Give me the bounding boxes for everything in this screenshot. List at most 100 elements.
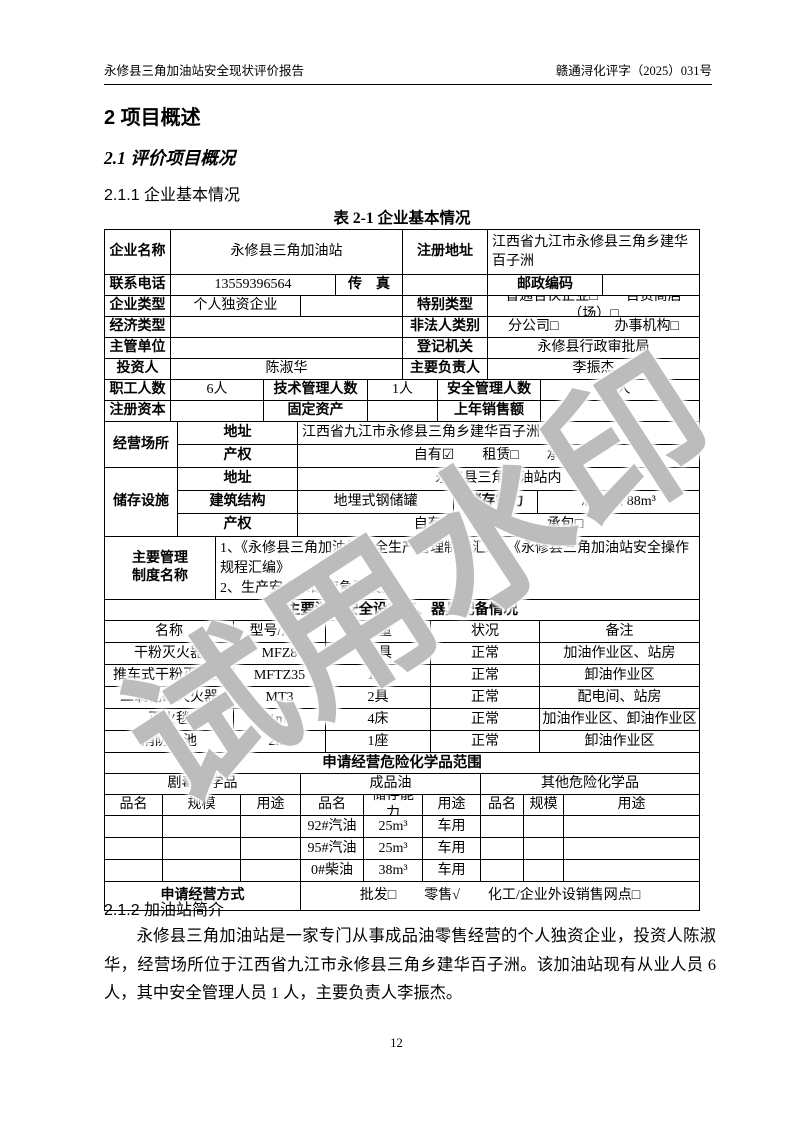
fire-model: MT3 [234,687,326,708]
fire-col-model: 型号/规格 [234,621,326,642]
fire-row: 消防沙池 2m³ 1座 正常 卸油作业区 [105,731,699,753]
value-supervisor-unit [171,338,403,358]
chem-cell [241,860,301,881]
chem-cell: 25m³ [364,838,423,859]
management-systems-row: 主要管理制度名称 1、《永修县三角加油站安全生产管理制度汇编》《永修县三角加油站… [105,537,699,600]
value-non-legal-person: 分公司□ 办事机构□ [508,319,679,334]
chem-cell: 92#汽油 [301,816,364,837]
fire-model: 2m³ [234,731,326,752]
label-building-structure: 建筑结构 [178,491,298,513]
table-row: 联系电话 13559396564 传 真 邮政编码 [105,275,699,296]
chem-cell [163,816,241,837]
chem-cell [564,816,699,837]
value-tech-managers: 1人 [368,380,438,400]
fire-section-title: 主要消防安全设施工、器具配备情况 [286,602,518,618]
table-row: 职工人数 6人 技术管理人数 1人 安全管理人数 1人 [105,380,699,401]
value-business-mode: 批发□ 零售√ 化工/企业外设销售网点□ [359,888,641,903]
running-header: 永修县三角加油站安全现状评价报告 赣通浔化评字（2025）031号 [104,60,712,85]
chem-row: 0#柴油 38m³ 车用 [105,860,699,882]
fire-model: MFTZ35 [234,665,326,686]
station-intro-paragraph: 永修县三角加油站是一家专门从事成品油零售经营的个人独资企业，投资人陈淑华，经营场… [104,926,716,1002]
fire-row: 灭火毯 1m² 4床 正常 加油作业区、卸油作业区 [105,709,699,731]
label-registered-address: 注册地址 [403,230,488,274]
fire-col-remark: 备注 [605,623,634,639]
label-fax: 传 真 [336,275,403,295]
value-premises-address: 江西省九江市永修县三角乡建华百子洲 [302,425,540,440]
label-enterprise-type: 企业类型 [105,296,171,316]
label-supervisor-unit: 主管单位 [105,338,171,358]
spacer-cell [301,296,403,316]
fire-col-name: 名称 [105,621,234,642]
table-row: 产权 自有☑ 租赁□ 承包□ [178,445,699,467]
label-tech-managers: 技术管理人数 [264,380,368,400]
chem-col: 规模 [163,795,241,815]
label-business-premises: 经营场所 [105,422,178,467]
management-system-line-2: 2、生产安全事故应急预案。 [220,581,395,596]
table-row: 企业名称 永修县三角加油站 注册地址 江西省九江市永修县三角乡建华百子洲 [105,230,699,275]
chem-cell: 车用 [423,838,481,859]
fire-name: 消防沙池 [105,731,234,752]
section-heading-2-1-1: 2.1.1 企业基本情况 [104,187,241,204]
value-economic-type [171,317,403,337]
chem-col: 用途 [241,795,301,815]
chem-group-refined-oil: 成品油 [301,774,481,794]
value-storage-capacity: 总容积 88m³ [581,494,656,509]
value-storage-ownership: 自有☑ 租赁□ 承包□ [413,517,584,532]
label-economic-type: 经济类型 [105,317,171,337]
value-storage-address: 永修县三角加油站内 [435,471,562,486]
table-row: 经济类型 非法人类别 分公司□ 办事机构□ [105,317,699,338]
table-title: 表 2-1 企业基本情况 [333,210,471,227]
fire-model: 1m² [234,709,326,730]
label-storage-address: 地址 [178,468,298,490]
fire-status: 正常 [431,643,540,664]
value-staff-count: 6人 [171,380,264,400]
enterprise-info-table: 企业名称 永修县三角加油站 注册地址 江西省九江市永修县三角乡建华百子洲 联系电… [104,229,700,911]
table-row: 产权 自有☑ 租赁□ 承包□ [178,514,699,536]
table-row: 地址 江西省九江市永修县三角乡建华百子洲 [178,422,699,445]
fire-name: 干粉灭火器 [105,643,234,664]
label-business-mode: 申请经营方式 [105,882,301,910]
chem-section-title: 申请经营危险化学品范围 [322,755,482,771]
fire-row: 干粉灭火器 MFZ8 10具 正常 加油作业区、站房 [105,643,699,665]
storage-group: 储存设施 地址 永修县三角加油站内 建筑结构 地埋式钢储罐 储存能力 总容积 8… [105,468,699,537]
chem-section-header-row: 申请经营危险化学品范围 [105,753,699,774]
fire-status: 正常 [431,731,540,752]
value-fax [403,275,488,295]
table-row: 注册资本 固定资产 上年销售额 [105,401,699,422]
label-principal: 主要负责人 [403,359,488,379]
fire-name: 二氧化碳灭火器 [105,687,234,708]
value-registration-authority: 永修县行政审批局 [537,340,650,355]
label-management-systems: 主要管理制度名称 [105,537,216,599]
business-mode-row: 申请经营方式 批发□ 零售√ 化工/企业外设销售网点□ [105,882,699,910]
label-registration-authority: 登记机关 [403,338,488,358]
label-premises-ownership: 产权 [178,445,298,467]
table-row: 主管单位 登记机关 永修县行政审批局 [105,338,699,359]
label-premises-address: 地址 [178,422,298,444]
label-storage-ownership: 产权 [178,514,298,536]
chem-col: 用途 [617,797,646,812]
chem-cell [163,838,241,859]
chem-cell [524,838,564,859]
label-phone: 联系电话 [105,275,171,295]
header-doc-number: 赣通浔化评字（2025）031号 [555,64,712,78]
table-row: 建筑结构 地埋式钢储罐 储存能力 总容积 88m³ [178,491,699,514]
chem-col: 品名 [301,795,364,815]
value-registered-address: 江西省九江市永修县三角乡建华百子洲 [492,235,688,269]
fire-status: 正常 [431,665,540,686]
label-last-year-sales: 上年销售额 [438,401,541,421]
fire-section-header-row: 主要消防安全设施工、器具配备情况 [105,600,699,621]
value-enterprise-type: 个人独资企业 [171,296,301,316]
value-special-type: 普通合伙企业□ 百货商店（场）□ [505,296,682,316]
fire-status: 正常 [431,709,540,730]
chem-cell [163,860,241,881]
label-postcode: 邮政编码 [488,275,603,295]
label-storage-facility: 储存设施 [105,468,178,536]
label-registered-capital: 注册资本 [105,401,171,421]
fire-name: 灭火毯 [105,709,234,730]
value-postcode [603,275,699,295]
premises-group: 经营场所 地址 江西省九江市永修县三角乡建华百子洲 产权 自有☑ 租赁□ 承包□ [105,422,699,468]
chem-cell [105,838,163,859]
section-heading-2: 2 项目概述 [104,107,201,129]
value-fixed-assets [368,401,438,421]
